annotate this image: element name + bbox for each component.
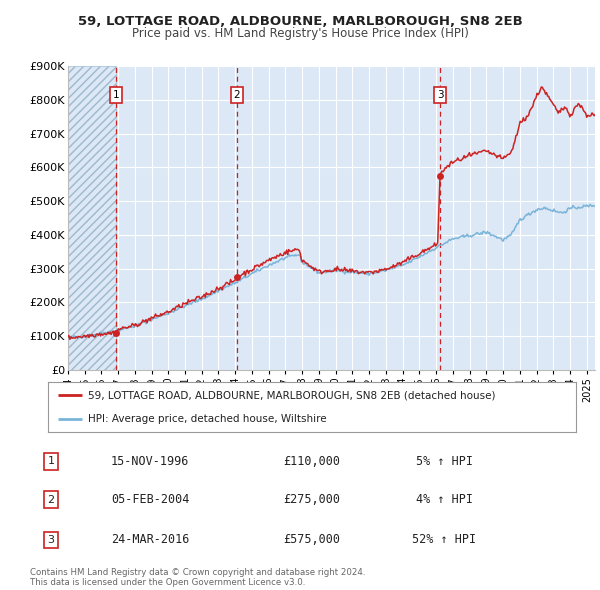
Text: 24-MAR-2016: 24-MAR-2016: [111, 533, 189, 546]
Text: Contains HM Land Registry data © Crown copyright and database right 2024.
This d: Contains HM Land Registry data © Crown c…: [30, 568, 365, 587]
Text: 3: 3: [437, 90, 443, 100]
Text: 5% ↑ HPI: 5% ↑ HPI: [415, 455, 473, 468]
Text: 3: 3: [47, 535, 55, 545]
Text: 05-FEB-2004: 05-FEB-2004: [111, 493, 189, 506]
Bar: [68, 66, 116, 370]
Text: 52% ↑ HPI: 52% ↑ HPI: [412, 533, 476, 546]
Text: 59, LOTTAGE ROAD, ALDBOURNE, MARLBOROUGH, SN8 2EB: 59, LOTTAGE ROAD, ALDBOURNE, MARLBOROUGH…: [77, 15, 523, 28]
Text: Price paid vs. HM Land Registry's House Price Index (HPI): Price paid vs. HM Land Registry's House …: [131, 27, 469, 40]
Text: 2: 2: [233, 90, 240, 100]
Text: 15-NOV-1996: 15-NOV-1996: [111, 455, 189, 468]
Bar: [68, 66, 116, 370]
Text: 1: 1: [113, 90, 119, 100]
Text: £275,000: £275,000: [284, 493, 341, 506]
Text: £575,000: £575,000: [284, 533, 341, 546]
Bar: [68, 66, 116, 370]
Text: HPI: Average price, detached house, Wiltshire: HPI: Average price, detached house, Wilt…: [88, 414, 326, 424]
Text: 59, LOTTAGE ROAD, ALDBOURNE, MARLBOROUGH, SN8 2EB (detached house): 59, LOTTAGE ROAD, ALDBOURNE, MARLBOROUGH…: [88, 390, 495, 400]
Text: 2: 2: [47, 495, 55, 504]
Text: £110,000: £110,000: [284, 455, 341, 468]
Text: 1: 1: [47, 457, 55, 466]
Text: 4% ↑ HPI: 4% ↑ HPI: [415, 493, 473, 506]
